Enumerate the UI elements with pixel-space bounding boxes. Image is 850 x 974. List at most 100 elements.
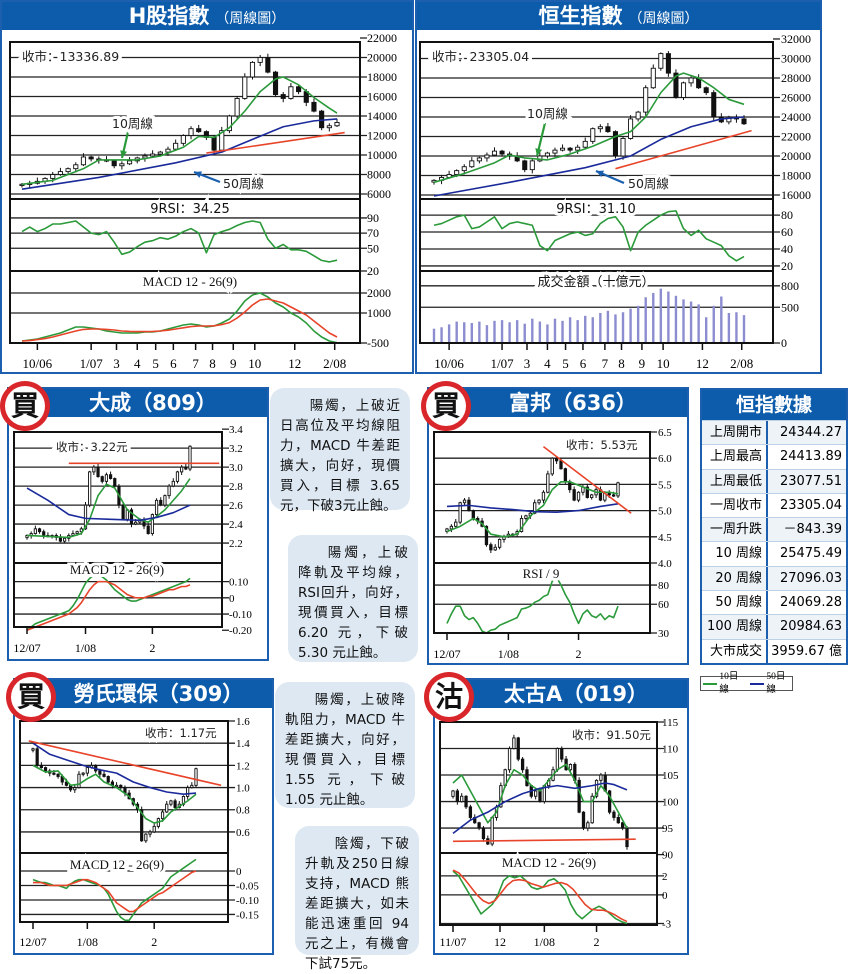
- y-tick-label: -0.15: [236, 909, 259, 921]
- row-label: 100 周線: [702, 615, 768, 639]
- candlestick: [34, 177, 40, 185]
- x-tick-label: 2: [576, 647, 582, 661]
- candlestick: [643, 85, 649, 116]
- candlestick: [733, 114, 739, 123]
- x-tick-label: 2: [594, 935, 600, 949]
- table-row: 上周最低 23077.51: [702, 468, 846, 493]
- candlestick: [57, 167, 63, 176]
- panel-label: MACD 12 - 26(9): [502, 855, 596, 870]
- x-tick-label: 3: [113, 356, 120, 371]
- stock-636-chart: 6.5 6.0 5.5 5.0 4.5 4.0 80 60 30 RSI / 9 收市：5.53元 1…: [433, 427, 672, 661]
- close-price-label: 收市：91.50元: [572, 728, 651, 742]
- candlestick: [63, 537, 67, 544]
- candlestick: [460, 793, 464, 803]
- annotation-ma50: 50周線: [628, 176, 669, 191]
- candlestick: [144, 833, 148, 843]
- y-tick-label: 1.0: [236, 783, 250, 795]
- y-tick-label: 6000: [367, 187, 391, 201]
- stock-636-title-bar: 富邦（636）: [429, 389, 687, 417]
- series-line-0: [21, 220, 338, 263]
- candlestick: [537, 499, 541, 505]
- volume-bar: [440, 327, 443, 343]
- candlestick: [564, 755, 568, 771]
- row-value: －843.39: [783, 522, 843, 538]
- y-tick-label: 1000: [367, 306, 391, 320]
- close-price-label: 收市：23305.04: [432, 49, 529, 64]
- series-line-1: [433, 116, 745, 197]
- y-tick-label: 5.5: [658, 479, 672, 491]
- y-tick-label: 22000: [781, 129, 811, 143]
- hsi-title-bar: 恒生指數 （周線圖）: [417, 2, 820, 30]
- series-line-2: [615, 129, 752, 170]
- y-tick-label: 60: [781, 225, 793, 239]
- plot-frame: [433, 431, 651, 634]
- y-tick-label: 105: [662, 770, 679, 782]
- candlestick: [146, 522, 150, 535]
- candlestick: [489, 542, 493, 554]
- candlestick: [467, 496, 471, 512]
- y-tick-label: 20: [367, 264, 379, 278]
- candlestick: [524, 514, 528, 521]
- comment-809: 陽燭，上破近日高位及平均線阻力，MACD 牛差距擴大，向好，現價買入，目標 3.…: [270, 388, 410, 514]
- candlestick: [468, 804, 473, 821]
- x-tick-label: 8: [209, 356, 216, 371]
- candlestick: [454, 518, 458, 528]
- candlestick: [184, 463, 188, 471]
- candlestick: [477, 821, 481, 831]
- badge-char: 沽: [429, 677, 469, 717]
- row-label: 一周收市: [702, 493, 768, 518]
- y-tick-label: 0.8: [236, 805, 250, 817]
- stock-309-title-bar: 勞氏環保（309）: [15, 680, 272, 708]
- candlestick: [326, 123, 332, 132]
- candlestick: [534, 788, 538, 800]
- candlestick: [476, 156, 482, 164]
- candlestick: [150, 150, 156, 158]
- candlestick: [550, 457, 554, 477]
- candlestick: [605, 122, 611, 133]
- y-tick-label: 12000: [367, 129, 397, 143]
- table-title: 恒指數據: [702, 390, 846, 420]
- plot-frame: [419, 41, 774, 344]
- candlestick: [148, 829, 152, 838]
- y-tick-label: 5.0: [658, 506, 672, 518]
- plot-frame: [439, 721, 658, 926]
- row-value: 24069.28: [779, 595, 842, 611]
- y-tick-label: 2.4: [229, 519, 243, 531]
- candlestick: [577, 777, 581, 814]
- candlestick: [560, 746, 564, 763]
- close-price-label: 收市：3.22元: [56, 440, 128, 454]
- x-tick-label: 12: [288, 356, 301, 371]
- volume-bar: [561, 320, 564, 343]
- y-tick-label: 1.4: [236, 738, 250, 750]
- candlestick: [119, 161, 125, 170]
- candlestick: [555, 747, 560, 772]
- buy-badge: 買: [6, 672, 56, 722]
- y-tick-label: 115: [662, 717, 679, 729]
- candlestick: [39, 762, 43, 769]
- series-line-1: [452, 782, 628, 835]
- x-tick-label: 2: [149, 641, 155, 655]
- candlestick: [544, 151, 550, 159]
- series-line-1: [21, 118, 338, 190]
- x-tick-label: 12: [696, 356, 709, 371]
- y-tick-label: 50: [367, 241, 379, 255]
- candlestick: [612, 130, 618, 159]
- candlestick: [156, 817, 160, 829]
- legend-swatch-ma50: [750, 682, 765, 685]
- candlestick: [48, 768, 52, 777]
- row-value: 24413.89: [779, 449, 842, 465]
- y-tick-label: 2.8: [229, 481, 243, 493]
- table-row: 50 周線 24069.28: [702, 590, 846, 615]
- candlestick: [173, 139, 179, 151]
- candlestick: [288, 82, 294, 100]
- volume-bar: [463, 322, 466, 343]
- y-tick-label: 2.2: [229, 538, 243, 550]
- candlestick: [590, 493, 594, 500]
- volume-bar: [523, 323, 526, 343]
- series-line-2: [452, 838, 636, 843]
- stock-809-title-bar: 大成（809）: [9, 389, 267, 417]
- x-tick-label: 12/07: [13, 641, 40, 655]
- candlestick: [599, 772, 603, 784]
- table-row: 20 周線 27096.03: [702, 565, 846, 591]
- x-tick-label: 5: [562, 356, 569, 371]
